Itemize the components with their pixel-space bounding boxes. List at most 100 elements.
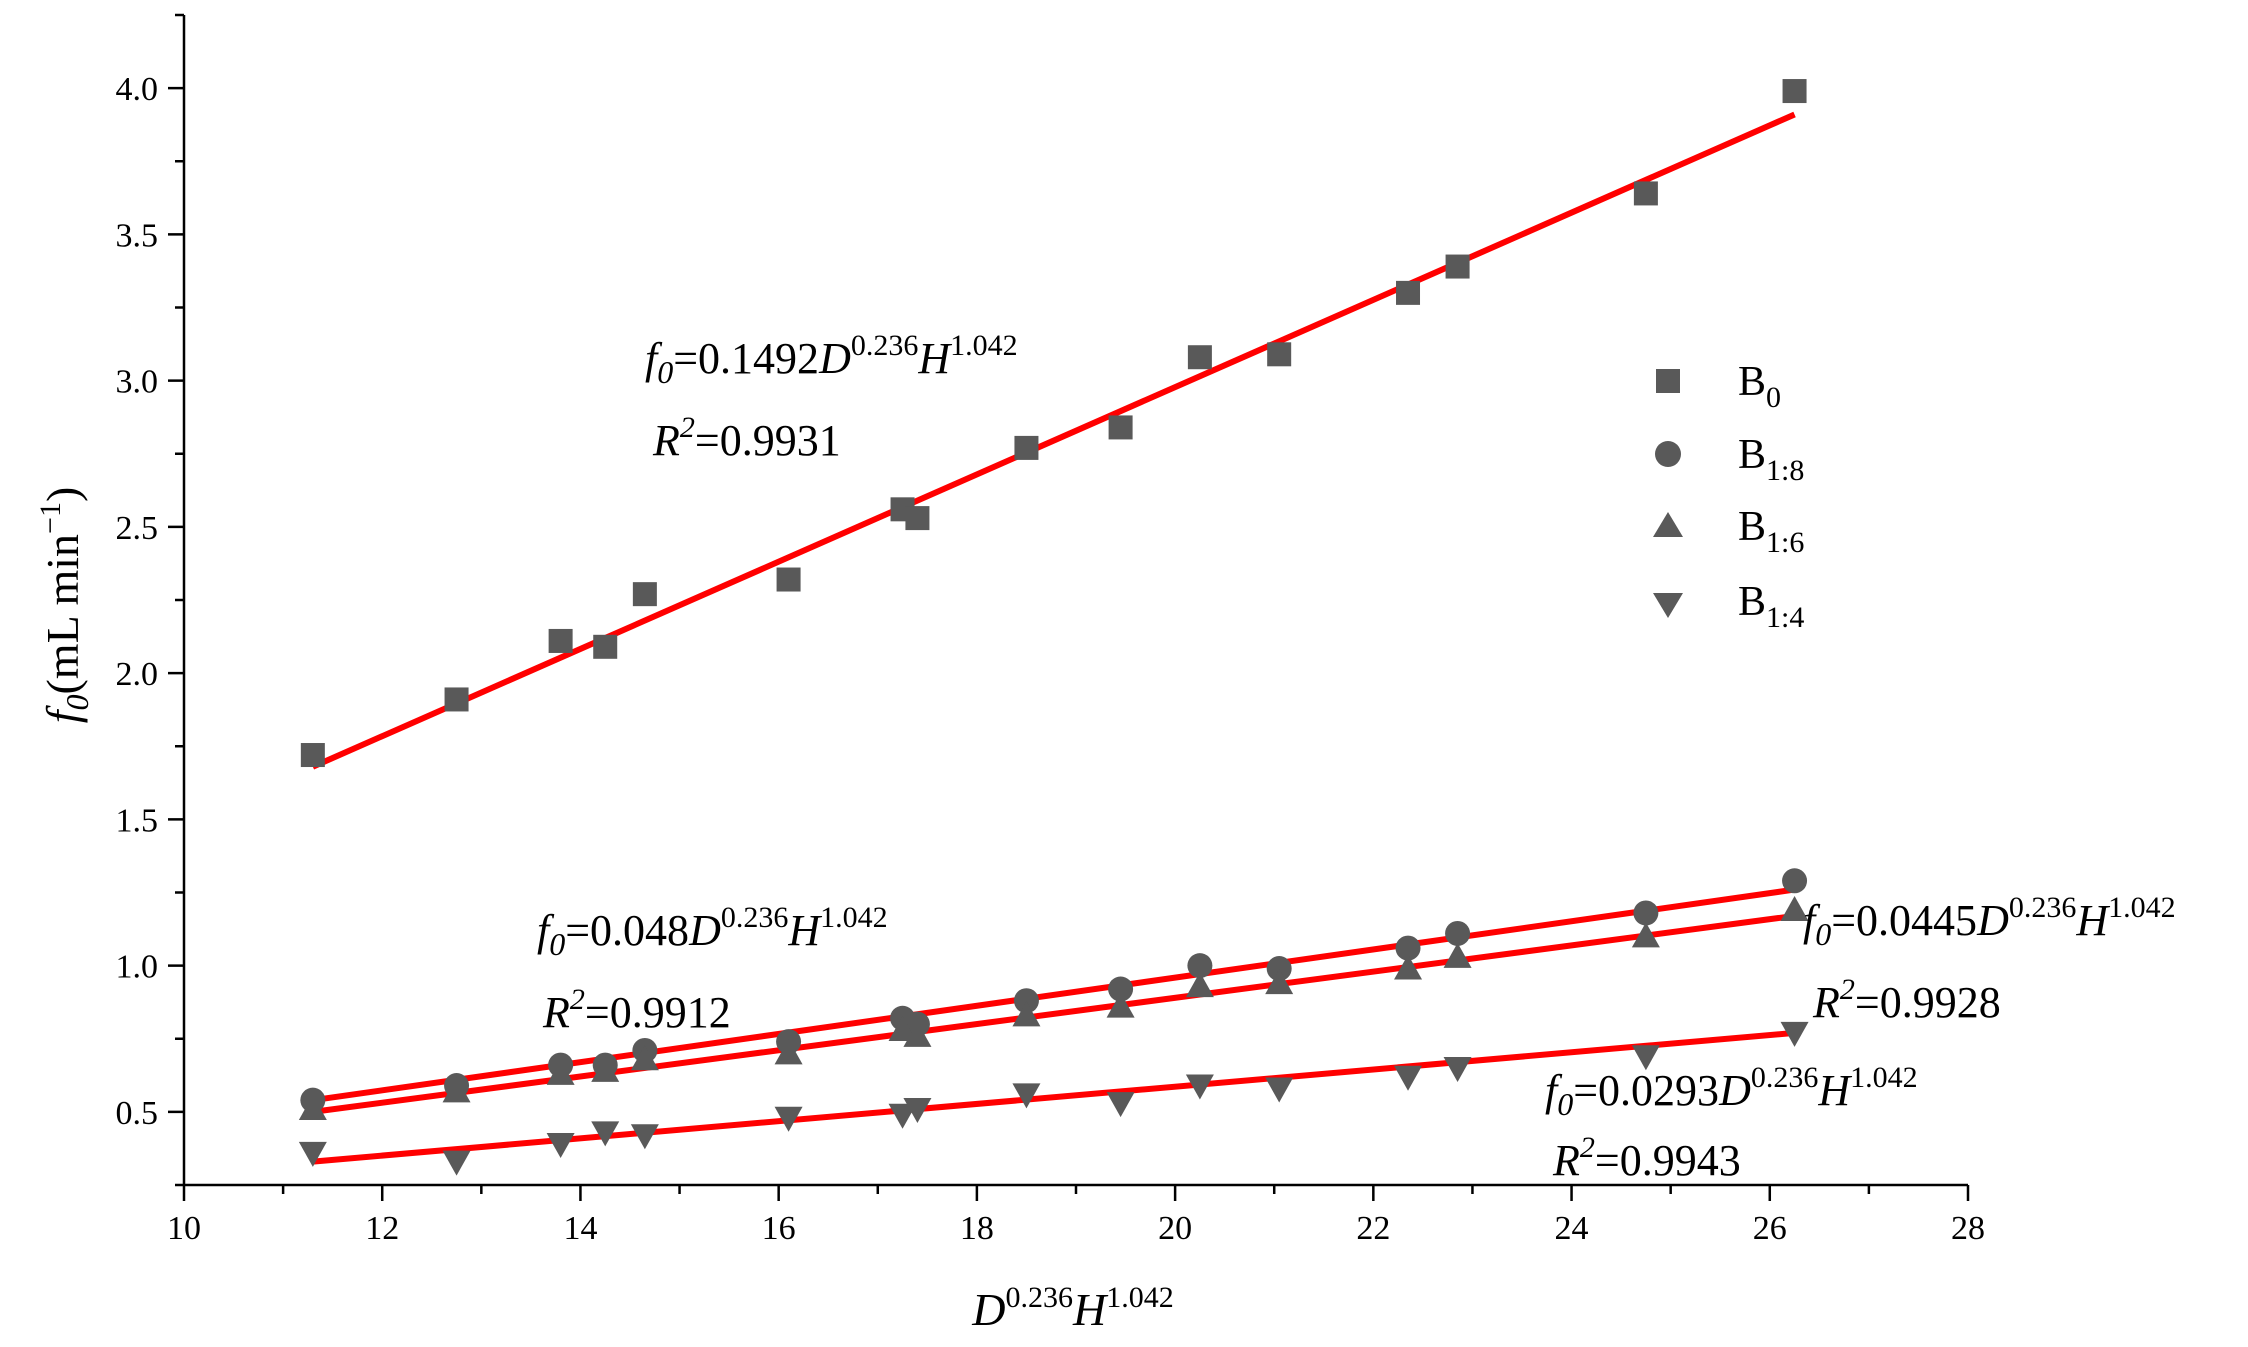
y-tick-label: 1.0: [116, 949, 159, 986]
data-point-circle: [1013, 988, 1039, 1014]
y-tick-label: 4.0: [116, 71, 159, 108]
data-point-triangle-up: [1265, 969, 1294, 995]
legend-item-b18: B1:8: [1655, 432, 1804, 487]
data-point-square: [593, 634, 618, 659]
data-point-triangle-up: [1443, 942, 1472, 968]
y-tick-label: 3.5: [116, 217, 159, 254]
y-tick-label: 1.5: [116, 802, 159, 839]
data-point-circle: [1445, 920, 1471, 946]
data-point-triangle-down: [1443, 1057, 1472, 1082]
data-point-triangle-down: [1265, 1077, 1294, 1103]
legend-label-b18: B1:8: [1738, 432, 1804, 487]
equation-b16: f0=0.0445D0.236H1.042: [1803, 891, 2176, 952]
data-point-square: [632, 582, 657, 607]
data-point-triangle-up: [1106, 992, 1135, 1018]
data-point-triangle-down: [774, 1106, 803, 1132]
data-point-square: [1633, 181, 1658, 206]
x-tick-label: 18: [960, 1210, 994, 1247]
x-tick-label: 16: [762, 1210, 796, 1247]
annotation-b14: f0=0.0293D0.236H1.042 R2=0.9943: [1545, 1061, 1918, 1185]
data-point-square: [1014, 435, 1039, 460]
r2-b14: R2=0.9943: [1552, 1131, 1741, 1185]
data-point-triangle-down: [546, 1133, 575, 1159]
x-tick-label: 28: [1951, 1210, 1985, 1247]
axes: 10 12 14 16 18 20 22 24 26 28 0.5 1.0 1.5 2.0 2.5 3.0 3…: [116, 13, 1985, 1247]
data-point-triangle-up: [630, 1045, 659, 1071]
data-point-triangle-up: [1012, 1001, 1041, 1027]
r2-b18: R2=0.9912: [542, 983, 731, 1037]
data-point-triangle-down: [888, 1103, 917, 1129]
y-tick-label: 3.0: [116, 364, 159, 401]
y-tick-label: 2.0: [116, 656, 159, 693]
legend-label-b16: B1:6: [1738, 504, 1804, 559]
fit-lines: [311, 111, 1796, 1165]
equation-b0: f0=0.1492D0.236H1.042: [645, 329, 1018, 390]
legend-item-b14: B1:4: [1653, 579, 1804, 634]
annotation-b16: f0=0.0445D0.236H1.042 R2=0.9928: [1803, 891, 2176, 1027]
data-point-triangle-down: [298, 1141, 327, 1167]
x-tick-label: 26: [1753, 1210, 1787, 1247]
y-axis-title: f0(mL min−1): [34, 487, 95, 724]
data-point-triangle-up: [903, 1021, 932, 1047]
legend-label-b0: B0: [1738, 359, 1781, 414]
equation-b14: f0=0.0293D0.236H1.042: [1545, 1061, 1918, 1122]
data-point-square: [444, 687, 469, 712]
data-point-triangle-down: [442, 1150, 471, 1176]
x-tick-label: 12: [365, 1210, 399, 1247]
data-point-circle: [1187, 953, 1213, 979]
legend-marker-circle: [1655, 441, 1681, 467]
data-point-circle: [1395, 935, 1421, 961]
legend-item-b0: B0: [1656, 359, 1781, 414]
legend: B0 B1:8 B1:6 B1:4: [1653, 359, 1804, 634]
data-point-triangle-up: [1394, 954, 1423, 980]
data-point-triangle-down: [630, 1124, 659, 1150]
data-point-triangle-down: [591, 1121, 620, 1147]
data-point-triangle-down: [1012, 1083, 1041, 1109]
data-point-triangle-up: [774, 1039, 803, 1065]
data-point-square: [1782, 79, 1807, 104]
x-tick-label: 14: [563, 1210, 597, 1247]
data-point-triangle-down: [1631, 1045, 1660, 1071]
data-point-square: [1108, 415, 1133, 440]
x-tick-label: 24: [1555, 1210, 1589, 1247]
y-tick-label: 2.5: [116, 510, 159, 547]
y-tick-label: 0.5: [116, 1095, 159, 1132]
data-point-triangle-up: [1780, 896, 1809, 922]
legend-label-b14: B1:4: [1738, 579, 1804, 634]
annotation-b18: f0=0.048D0.236H1.042 R2=0.9912: [537, 901, 888, 1037]
data-point-triangle-up: [591, 1056, 620, 1082]
data-point-triangle-down: [1185, 1074, 1214, 1100]
data-point-triangle-down: [1780, 1021, 1809, 1047]
y-ticks: 0.5 1.0 1.5 2.0 2.5 3.0 3.5 4.0: [116, 13, 184, 1187]
annotation-b0: f0=0.1492D0.236H1.042 R2=0.9931: [645, 329, 1018, 465]
data-point-triangle-up: [442, 1077, 471, 1103]
data-point-circle: [1782, 868, 1808, 894]
data-point-triangle-up: [888, 1015, 917, 1041]
data-point-triangle-down: [1106, 1092, 1135, 1118]
legend-marker-square: [1656, 369, 1680, 393]
data-point-triangle-up: [1185, 972, 1214, 998]
r2-b0: R2=0.9931: [652, 411, 841, 465]
data-point-square: [1445, 254, 1470, 279]
data-point-triangle-down: [1394, 1065, 1423, 1091]
data-point-circle: [1266, 956, 1292, 982]
data-point-square: [1396, 280, 1421, 305]
data-point-triangle-down: [903, 1097, 932, 1123]
data-point-triangle-up: [1631, 922, 1660, 948]
legend-item-b16: B1:6: [1653, 504, 1804, 559]
x-ticks: 10 12 14 16 18 20 22 24 26 28: [167, 1185, 1985, 1247]
data-point-square: [776, 567, 801, 592]
data-point-square: [1267, 342, 1292, 367]
data-point-triangle-up: [546, 1059, 575, 1085]
data-point-circle: [1633, 900, 1659, 926]
data-point-circle: [1108, 976, 1134, 1002]
x-axis-title: D0.236H1.042: [971, 1281, 1173, 1335]
x-tick-label: 22: [1356, 1210, 1390, 1247]
data-point-square: [300, 743, 325, 768]
data-point-square: [548, 628, 573, 653]
fit-line-square: [311, 111, 1796, 770]
data-markers: [298, 79, 1809, 1176]
data-point-triangle-up: [298, 1094, 327, 1120]
legend-marker-triangle-down: [1653, 593, 1683, 618]
